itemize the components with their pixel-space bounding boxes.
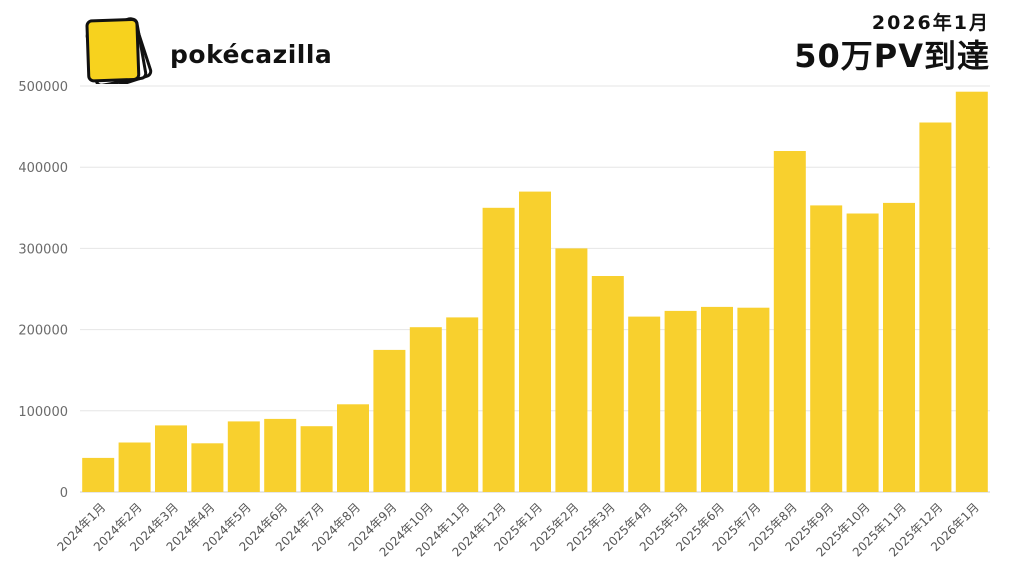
bar <box>446 317 479 492</box>
bar <box>118 442 151 492</box>
bars <box>82 91 988 493</box>
x-axis-ticks: 2024年1月2024年2月2024年3月2024年4月2024年5月2024年… <box>54 500 981 559</box>
card-stack-icon <box>85 17 153 91</box>
bar <box>883 202 915 492</box>
y-tick-label: 200000 <box>18 324 68 339</box>
chart-subtitle: 2026年1月 <box>871 12 990 34</box>
bar <box>701 306 733 492</box>
y-axis-ticks: 0 100000 200000 300000 400000 500000 <box>18 80 68 501</box>
bar <box>227 421 260 492</box>
y-tick-label: 400000 <box>18 161 68 176</box>
bar <box>628 316 661 492</box>
y-tick-label: 300000 <box>18 242 68 257</box>
bar <box>810 205 843 492</box>
bar <box>82 457 115 492</box>
logo-text: pokécazilla <box>170 40 333 69</box>
bar <box>555 248 588 492</box>
bar <box>919 122 952 492</box>
bar <box>737 307 770 492</box>
logo: pokécazilla <box>78 14 332 91</box>
bar <box>264 418 297 492</box>
bar <box>337 404 369 492</box>
bar <box>155 425 187 492</box>
bar <box>482 207 515 493</box>
y-tick-label: 500000 <box>18 80 68 95</box>
bar <box>664 310 697 492</box>
chart-title: 50万PV到達 <box>794 37 990 75</box>
bar <box>409 327 442 492</box>
bar <box>955 91 988 492</box>
bar <box>846 213 879 492</box>
y-tick-label: 0 <box>60 486 68 501</box>
bar <box>373 349 406 492</box>
y-tick-label: 100000 <box>18 405 68 420</box>
bar <box>191 443 224 492</box>
title-block: 2026年1月 50万PV到達 <box>794 10 990 76</box>
bar <box>300 426 333 492</box>
bar <box>773 151 806 492</box>
bar <box>591 276 624 492</box>
bar <box>519 191 551 492</box>
